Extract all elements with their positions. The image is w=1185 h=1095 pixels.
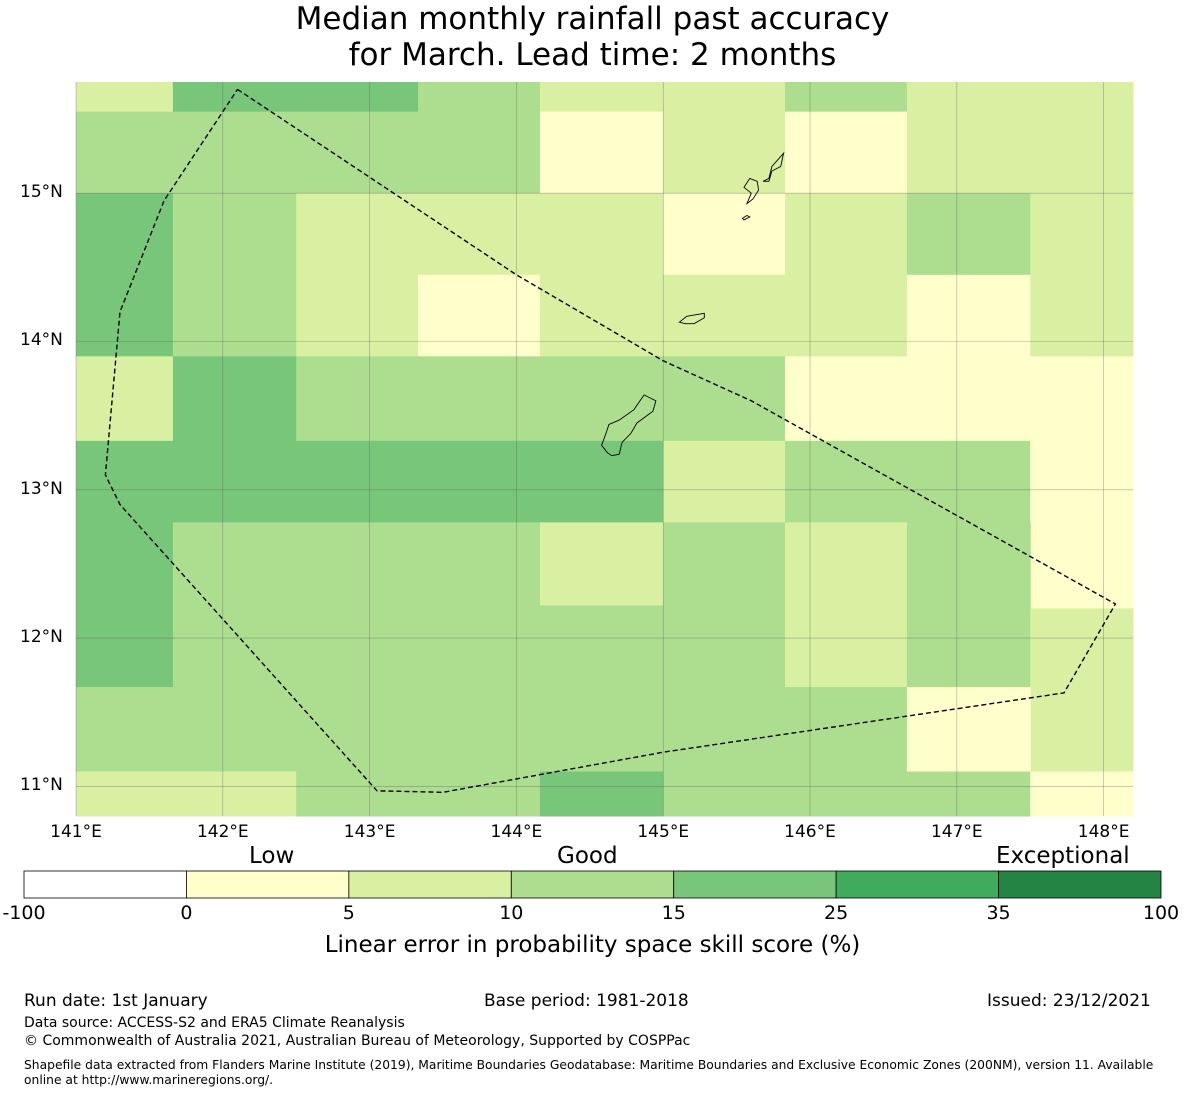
grid-cell xyxy=(172,82,419,113)
run-date: Run date: 1st January xyxy=(24,991,208,1011)
colorbar-tick-label: 100 xyxy=(1142,902,1180,924)
title-line-1: Median monthly rainfall past accuracy xyxy=(295,1,890,37)
grid-cell xyxy=(296,771,541,817)
data-source: Data source: ACCESS-S2 and ERA5 Climate … xyxy=(24,1015,405,1031)
grid-cell xyxy=(539,274,908,357)
grid-cell xyxy=(1030,274,1134,357)
grid-cell xyxy=(296,356,786,446)
lon-tick-label: 144°E xyxy=(490,822,543,842)
grid-cell xyxy=(76,686,908,773)
lon-tick-label: 142°E xyxy=(196,822,249,842)
grid-cell xyxy=(785,522,908,688)
colorbar-tick-label: -100 xyxy=(2,902,46,924)
grid-cell xyxy=(906,522,1031,688)
island-outline xyxy=(601,394,657,457)
grid-cell xyxy=(296,193,664,276)
colorbar-swatch xyxy=(673,870,837,899)
lon-tick-label: 143°E xyxy=(343,822,396,842)
colorbar xyxy=(23,870,1162,899)
colorbar-swatch xyxy=(998,870,1162,899)
grid-cell xyxy=(76,356,174,446)
colorbar-tick-label: 0 xyxy=(180,902,193,924)
grid-cell xyxy=(785,356,1134,446)
colorbar-tick-label: 35 xyxy=(986,902,1011,924)
grid-cell xyxy=(785,111,908,194)
grid-cell xyxy=(906,274,1031,357)
grid-cell xyxy=(172,356,297,446)
grid-cell xyxy=(76,522,174,688)
lon-tick-label: 147°E xyxy=(930,822,983,842)
grid-cell xyxy=(785,193,908,276)
title-line-2: for March. Lead time: 2 months xyxy=(348,37,837,73)
lat-tick-label: 15°N xyxy=(20,182,63,203)
grid-cell xyxy=(76,82,174,113)
eez-boundary xyxy=(104,88,1117,794)
grid-cell xyxy=(906,193,1031,276)
grid-cell xyxy=(906,82,1134,113)
grid-cell xyxy=(172,522,541,688)
lon-tick-label: 141°E xyxy=(50,822,102,842)
grid-cell xyxy=(663,193,786,276)
coastlines xyxy=(601,151,785,457)
lon-tick-label: 146°E xyxy=(784,822,836,842)
colorbar-swatch xyxy=(186,870,350,899)
grid-cell xyxy=(418,82,541,113)
grid-cell xyxy=(539,111,664,194)
grid-cell xyxy=(539,771,664,817)
grid-cell xyxy=(1030,193,1134,276)
grid-cell xyxy=(1030,771,1134,817)
grid-cell xyxy=(539,605,664,688)
grid-cell xyxy=(906,686,1031,773)
grid-cell xyxy=(1030,440,1134,609)
copyright: © Commonwealth of Australia 2021, Austra… xyxy=(24,1033,691,1049)
grid-cell xyxy=(172,193,297,357)
island-outline xyxy=(743,177,760,205)
island-outline xyxy=(762,151,785,182)
grid-cell xyxy=(663,771,1031,817)
grid-cell xyxy=(663,522,786,688)
grid-cell xyxy=(76,193,174,357)
grid-cell xyxy=(76,111,541,194)
lon-tick-label: 145°E xyxy=(637,822,690,842)
grid-cell xyxy=(539,82,664,113)
issued-date: Issued: 23/12/2021 xyxy=(987,991,1151,1011)
lat-tick-label: 12°N xyxy=(20,627,63,648)
colorbar-title: Linear error in probability space skill … xyxy=(324,932,861,958)
grid-cell xyxy=(663,82,786,113)
island-outline xyxy=(678,312,705,325)
colorbar-swatch xyxy=(348,870,512,899)
lon-tick-label: 148°E xyxy=(1077,822,1130,842)
colorbar-tick-label: 5 xyxy=(342,902,355,924)
legend-exceptional-label: Exceptional xyxy=(996,843,1130,869)
colorbar-tick-label: 10 xyxy=(499,902,524,924)
grid-cell xyxy=(906,111,1134,194)
grid-cell xyxy=(76,771,297,817)
lat-tick-label: 14°N xyxy=(20,330,63,351)
colorbar-swatch xyxy=(510,870,675,899)
colorbar-swatch xyxy=(835,870,999,899)
grid-cell xyxy=(663,440,786,523)
colorbar-swatch xyxy=(23,870,187,899)
grid-cell xyxy=(785,440,1031,523)
grid-cell xyxy=(539,522,664,606)
legend-good-label: Good xyxy=(557,843,618,869)
lat-tick-label: 11°N xyxy=(20,775,63,796)
base-period: Base period: 1981-2018 xyxy=(484,991,689,1011)
lat-tick-label: 13°N xyxy=(20,478,63,499)
graticule xyxy=(75,82,1133,816)
island-outline xyxy=(741,214,751,221)
grid-cell xyxy=(296,274,419,357)
colorbar-tick-label: 25 xyxy=(824,902,849,924)
colorbar-tick-label: 15 xyxy=(661,902,686,924)
grid-cell xyxy=(418,274,541,357)
legend-low-label: Low xyxy=(249,843,295,869)
grid-cell xyxy=(1030,608,1134,773)
shapefile-credit: Shapefile data extracted from Flanders M… xyxy=(24,1058,1154,1087)
grid-cell xyxy=(785,82,908,113)
